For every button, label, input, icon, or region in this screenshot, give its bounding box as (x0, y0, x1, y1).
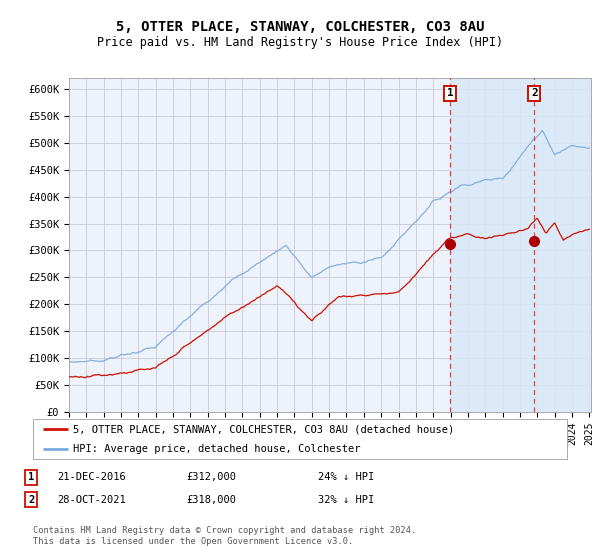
Text: Contains HM Land Registry data © Crown copyright and database right 2024.
This d: Contains HM Land Registry data © Crown c… (33, 526, 416, 546)
Text: 21-DEC-2016: 21-DEC-2016 (57, 472, 126, 482)
Text: 32% ↓ HPI: 32% ↓ HPI (318, 494, 374, 505)
Bar (450, 78, 598, 412)
Text: Price paid vs. HM Land Registry's House Price Index (HPI): Price paid vs. HM Land Registry's House … (97, 36, 503, 49)
Text: 28-OCT-2021: 28-OCT-2021 (57, 494, 126, 505)
Text: £318,000: £318,000 (186, 494, 236, 505)
Text: £312,000: £312,000 (186, 472, 236, 482)
Text: 2: 2 (28, 494, 34, 505)
Text: 2: 2 (531, 88, 538, 99)
Text: HPI: Average price, detached house, Colchester: HPI: Average price, detached house, Colc… (73, 444, 361, 454)
Text: 5, OTTER PLACE, STANWAY, COLCHESTER, CO3 8AU: 5, OTTER PLACE, STANWAY, COLCHESTER, CO3… (116, 20, 484, 34)
Text: 24% ↓ HPI: 24% ↓ HPI (318, 472, 374, 482)
Text: 1: 1 (28, 472, 34, 482)
Text: 5, OTTER PLACE, STANWAY, COLCHESTER, CO3 8AU (detached house): 5, OTTER PLACE, STANWAY, COLCHESTER, CO3… (73, 424, 454, 435)
Text: 1: 1 (446, 88, 454, 99)
